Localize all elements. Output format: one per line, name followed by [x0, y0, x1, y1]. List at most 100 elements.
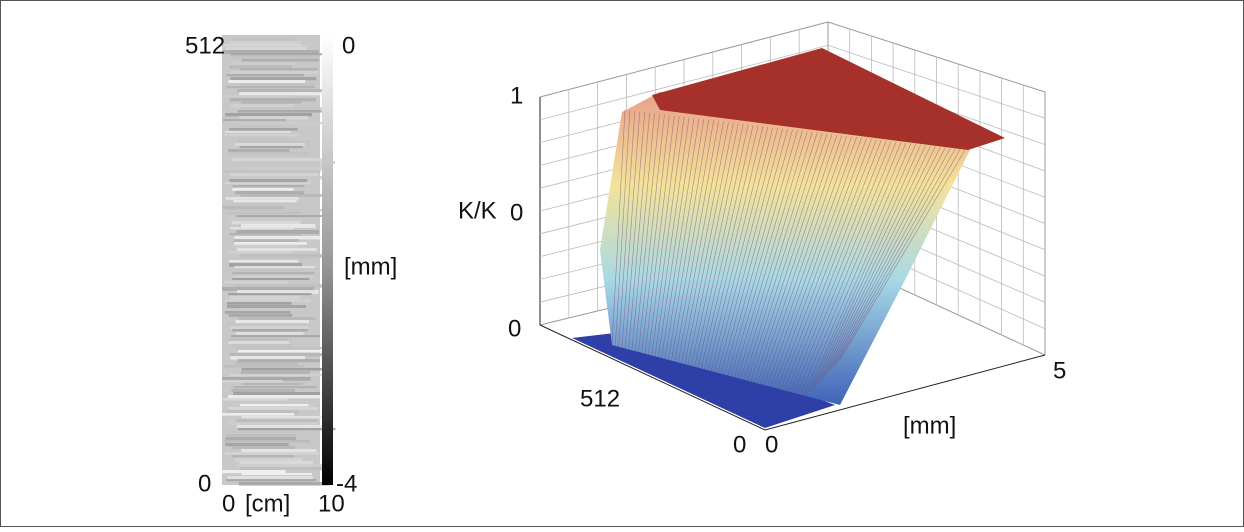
- texture-stripe: [235, 191, 304, 194]
- texture-stripe: [234, 242, 307, 245]
- z-axis-label: K/K: [458, 197, 497, 224]
- texture-stripe: [228, 80, 305, 83]
- texture-stripe: [227, 323, 317, 326]
- texture-stripe: [230, 353, 324, 356]
- texture-stripe: [231, 53, 327, 55]
- texture-stripe: [222, 380, 283, 382]
- texture-stripe: [232, 455, 295, 457]
- texture-stripe: [239, 467, 327, 470]
- texture-stripe: [231, 176, 325, 179]
- texture-stripe: [228, 338, 288, 341]
- texture-stripe: [227, 86, 315, 88]
- y-tick-label: 0: [733, 431, 746, 458]
- texture-stripe: [241, 308, 304, 311]
- texture-stripe: [225, 452, 320, 455]
- texture-stripe: [242, 416, 331, 418]
- texture-stripe: [237, 464, 331, 467]
- texture-stripe: [240, 68, 318, 70]
- x-tick-label: 5: [1053, 357, 1066, 384]
- texture-stripe: [231, 431, 305, 433]
- texture-stripe: [239, 257, 316, 259]
- texture-stripe: [230, 374, 322, 376]
- texture-stripe: [232, 221, 301, 224]
- texture-stripe: [224, 44, 303, 46]
- texture-stripe: [228, 341, 289, 344]
- texture-stripe: [225, 443, 289, 446]
- texture-stripe: [238, 110, 332, 113]
- texture-stripe: [240, 146, 303, 148]
- texture-stripe: [226, 479, 316, 481]
- texture-stripe: [239, 122, 331, 124]
- texture-stripe: [225, 131, 291, 133]
- texture-stripe: [234, 239, 299, 242]
- texture-stripe: [238, 317, 315, 320]
- texture-stripe: [232, 329, 308, 331]
- texture-stripe: [227, 434, 296, 436]
- texture-stripe: [238, 350, 333, 352]
- texture-stripe: [233, 209, 327, 211]
- texture-stripe: [225, 269, 303, 272]
- texture-stripe: [233, 185, 305, 187]
- texture-stripe: [224, 134, 299, 136]
- texture-stripe: [229, 128, 298, 131]
- z-tick-label: 0: [508, 315, 521, 342]
- texture-stripe: [229, 314, 293, 317]
- texture-stripe: [237, 248, 317, 251]
- texture-stripe: [225, 299, 311, 302]
- texture-stripe: [233, 200, 296, 202]
- texture-stripe: [222, 95, 294, 98]
- texture-stripe: [234, 266, 315, 268]
- texture-stripe: [230, 251, 293, 253]
- texture-stripe: [225, 182, 311, 184]
- texture-stripe: [222, 398, 287, 401]
- texture-stripe: [224, 440, 310, 442]
- texture-stripe: [230, 71, 319, 74]
- texture-stripe: [239, 92, 327, 95]
- texture-stripe: [239, 83, 316, 86]
- texture-stripe: [234, 236, 324, 239]
- texture-stripe: [235, 362, 298, 365]
- colorbar-label: -4: [336, 470, 357, 497]
- texture-stripe: [240, 404, 309, 406]
- texture-stripe: [228, 149, 289, 152]
- colorbar-label: 0: [342, 32, 355, 59]
- texture-stripe: [226, 212, 301, 214]
- texture-stripe: [228, 218, 301, 220]
- texture-stripe: [228, 293, 311, 295]
- y-tick-label: 0: [198, 470, 211, 497]
- texture-stripe: [226, 197, 299, 200]
- texture-stripe: [226, 74, 303, 76]
- texture-stripe: [225, 47, 306, 50]
- texture-stripe: [235, 275, 314, 277]
- texture-stripe: [224, 170, 321, 173]
- texture-stripe: [232, 158, 326, 161]
- x-tick-label: 0: [222, 490, 235, 517]
- texture-stripe: [223, 119, 286, 121]
- texture-stripe: [242, 383, 303, 385]
- texture-stripe: [228, 422, 319, 426]
- texture-stripe: [232, 272, 314, 274]
- texture-stripe: [222, 470, 286, 473]
- texture-stripe: [238, 359, 320, 362]
- texture-stripe: [242, 368, 326, 370]
- texture-stripe: [233, 35, 297, 37]
- texture-stripe: [241, 101, 301, 104]
- texture-stripe: [224, 365, 304, 367]
- texture-stripe: [235, 320, 309, 323]
- texture-stripe: [239, 107, 321, 110]
- texture-stripe: [238, 428, 336, 430]
- texture-stripe: [241, 161, 335, 164]
- texture-stripe: [230, 137, 290, 141]
- texture-stripe: [241, 449, 316, 452]
- texture-stripe: [225, 113, 312, 116]
- z-tick-label: 0: [510, 199, 523, 226]
- texture-stripe: [229, 233, 301, 235]
- x-tick-label: 0: [765, 431, 778, 458]
- texture-stripe: [230, 98, 316, 101]
- texture-stripe: [241, 371, 310, 374]
- texture-stripe: [231, 389, 295, 392]
- texture-stripe: [233, 56, 319, 59]
- texture-stripe: [222, 413, 294, 416]
- texture-stripe: [231, 335, 320, 337]
- texture-stripe: [232, 278, 309, 280]
